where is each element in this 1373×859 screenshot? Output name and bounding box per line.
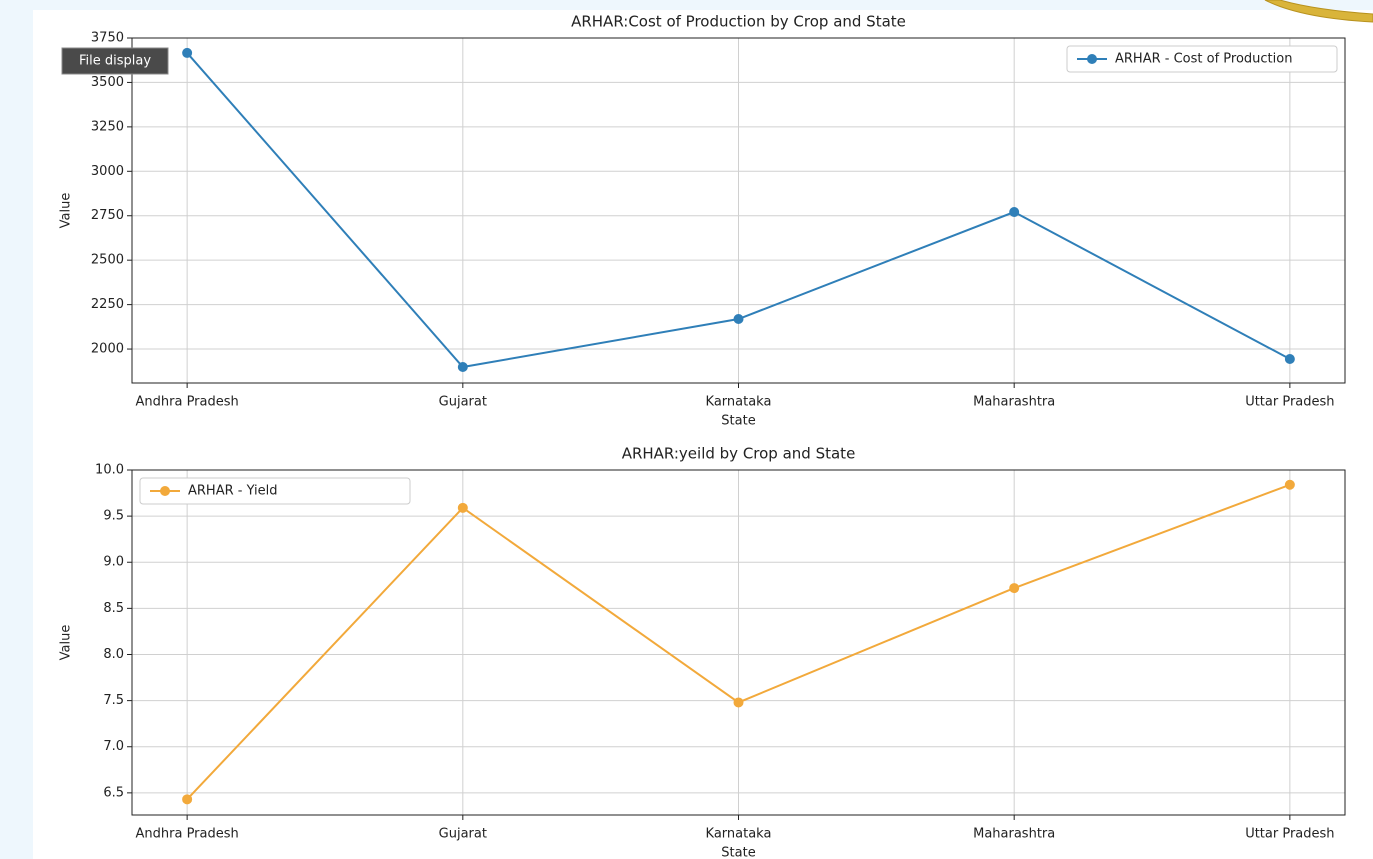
y-tick-label: 8.5	[103, 601, 124, 616]
x-axis-label: State	[721, 846, 755, 859]
y-tick-label: 2000	[91, 342, 124, 357]
point	[1009, 583, 1020, 594]
point	[733, 697, 744, 708]
x-tick-label: Uttar Pradesh	[1245, 827, 1334, 842]
y-tick-label: 10.0	[95, 463, 124, 478]
legend-marker	[1087, 54, 1097, 64]
chart-title: ARHAR:yeild by Crop and State	[622, 445, 856, 463]
tooltip: File display	[61, 47, 169, 75]
charts: ARHAR:Cost of Production by Crop and Sta…	[59, 13, 1346, 859]
x-tick-label: Gujarat	[439, 827, 487, 842]
x-tick-label: Karnataka	[706, 395, 772, 410]
point	[733, 314, 744, 325]
x-tick-label: Uttar Pradesh	[1245, 395, 1334, 410]
x-tick-label: Karnataka	[706, 827, 772, 842]
y-tick-label: 7.5	[103, 693, 124, 708]
y-tick-label: 2500	[91, 253, 124, 268]
legend-label: ARHAR - Cost of Production	[1115, 52, 1292, 67]
plot-frame	[131, 469, 1346, 816]
x-tick-label: Andhra Pradesh	[136, 395, 239, 410]
y-tick-label: 9.0	[103, 555, 124, 570]
x-tick-label: Gujarat	[439, 395, 487, 410]
chart-title: ARHAR:Cost of Production by Crop and Sta…	[571, 13, 906, 31]
y-tick-label: 2750	[91, 208, 124, 223]
tooltip-box	[61, 47, 169, 75]
y-tick-label: 3750	[91, 31, 124, 46]
plot-frame	[131, 37, 1346, 384]
y-tick-label: 3500	[91, 75, 124, 90]
y-tick-label: 2250	[91, 297, 124, 312]
point	[182, 47, 193, 58]
point	[457, 502, 468, 513]
panel	[33, 10, 1373, 859]
x-tick-label: Maharashtra	[973, 395, 1055, 410]
y-axis-label: Value	[59, 193, 74, 229]
point	[1284, 354, 1295, 365]
x-axis-label: State	[721, 414, 755, 429]
y-tick-label: 3000	[91, 164, 124, 179]
y-tick-label: 3250	[91, 119, 124, 134]
point	[1284, 479, 1295, 490]
point	[182, 794, 193, 805]
y-tick-label: 8.0	[103, 647, 124, 662]
legend-label: ARHAR - Yield	[188, 484, 278, 499]
point	[457, 362, 468, 373]
y-tick-label: 9.5	[103, 509, 124, 524]
legend-box	[1066, 45, 1338, 73]
y-axis-label: Value	[59, 625, 74, 661]
point	[1009, 207, 1020, 218]
y-tick-label: 6.5	[103, 785, 124, 800]
legend-marker	[160, 486, 170, 496]
x-tick-label: Andhra Pradesh	[136, 827, 239, 842]
tooltip-text: File display	[79, 54, 151, 69]
legend-box	[139, 477, 411, 505]
decoration	[1264, 0, 1373, 23]
y-tick-label: 7.0	[103, 739, 124, 754]
x-tick-label: Maharashtra	[973, 827, 1055, 842]
